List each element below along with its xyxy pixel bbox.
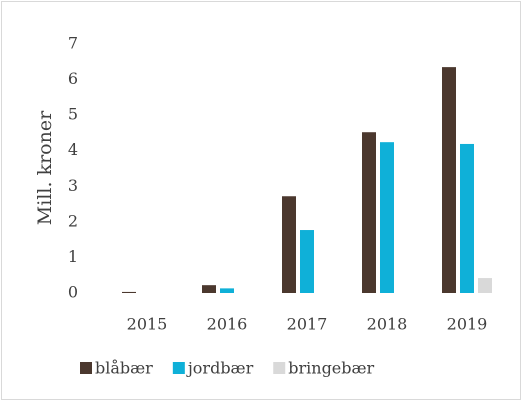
legend-swatch	[80, 362, 92, 374]
y-tick-label: 1	[68, 247, 78, 266]
x-tick-label: 2019	[447, 315, 488, 334]
bar	[380, 142, 394, 293]
bar	[220, 288, 234, 293]
bar	[478, 278, 492, 293]
bar	[442, 67, 456, 293]
x-tick-label: 2017	[287, 315, 328, 334]
bar	[460, 143, 474, 293]
legend-label: blåbær	[95, 359, 153, 378]
y-tick-label: 3	[68, 176, 78, 195]
bar	[202, 285, 216, 293]
x-tick-label: 2018	[367, 315, 408, 334]
y-tick-label: 7	[68, 34, 78, 53]
legend-swatch	[273, 362, 286, 374]
legend-label: jordbær	[186, 359, 254, 378]
y-tick-label: 6	[68, 69, 78, 88]
bar	[122, 291, 136, 293]
bar	[362, 132, 376, 293]
x-tick-label: 2015	[127, 315, 168, 334]
y-axis-label: Mill. kroner	[34, 110, 56, 225]
legend-label: bringebær	[288, 359, 374, 378]
bar	[300, 230, 314, 293]
legend-swatch	[172, 362, 185, 374]
y-tick-label: 4	[68, 140, 78, 159]
y-tick-label: 0	[68, 283, 78, 302]
y-tick-label: 2	[68, 211, 78, 230]
bar	[282, 196, 296, 293]
x-tick-label: 2016	[207, 315, 248, 334]
y-tick-label: 5	[68, 105, 78, 124]
